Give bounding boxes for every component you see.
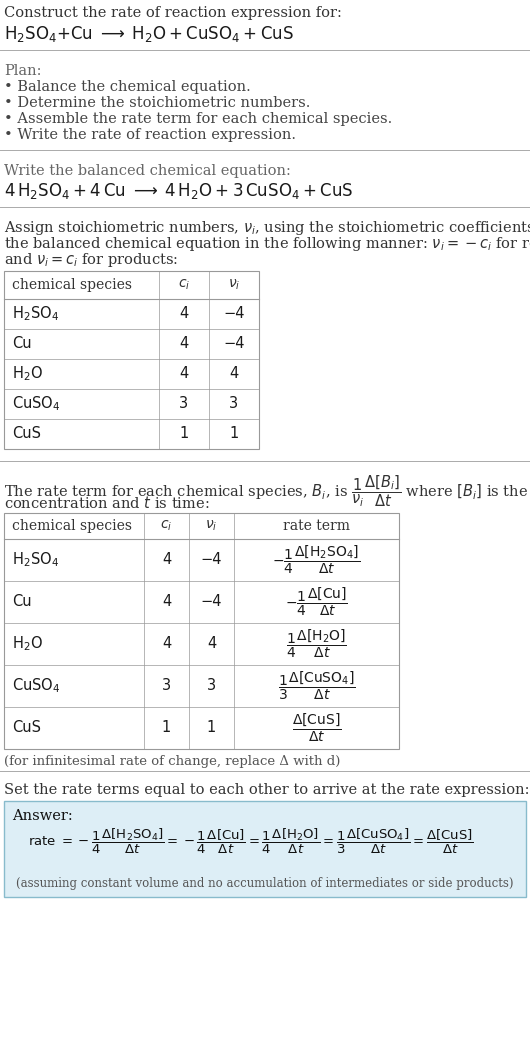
Text: Write the balanced chemical equation:: Write the balanced chemical equation: [4, 164, 291, 178]
Text: Construct the rate of reaction expression for:: Construct the rate of reaction expressio… [4, 6, 342, 20]
Text: Plan:: Plan: [4, 64, 41, 78]
Text: rate $= -\dfrac{1}{4}\dfrac{\Delta[\mathrm{H_2SO_4}]}{\Delta t} = -\dfrac{1}{4}\: rate $= -\dfrac{1}{4}\dfrac{\Delta[\math… [28, 827, 474, 857]
Text: 1: 1 [162, 720, 171, 736]
Text: (for infinitesimal rate of change, replace Δ with d): (for infinitesimal rate of change, repla… [4, 755, 340, 768]
Text: $\dfrac{1}{4}\dfrac{\Delta[\mathrm{H_2O}]}{\Delta t}$: $\dfrac{1}{4}\dfrac{\Delta[\mathrm{H_2O}… [286, 628, 347, 661]
Text: $\mathregular{H_2O}$: $\mathregular{H_2O}$ [12, 635, 43, 653]
Text: rate term: rate term [283, 519, 350, 534]
Text: and $\nu_i = c_i$ for products:: and $\nu_i = c_i$ for products: [4, 251, 178, 269]
Text: 1: 1 [179, 426, 189, 442]
Text: $\nu_i$: $\nu_i$ [205, 519, 218, 534]
Text: 4: 4 [179, 367, 189, 381]
Text: $\nu_i$: $\nu_i$ [228, 278, 240, 292]
Text: $\mathregular{H_2SO_4}$: $\mathregular{H_2SO_4}$ [12, 304, 59, 323]
Text: concentration and $t$ is time:: concentration and $t$ is time: [4, 495, 209, 511]
Text: (assuming constant volume and no accumulation of intermediates or side products): (assuming constant volume and no accumul… [16, 877, 514, 890]
Text: CuS: CuS [12, 720, 41, 736]
Text: 4: 4 [179, 337, 189, 351]
Text: $-\dfrac{1}{4}\dfrac{\Delta[\mathrm{H_2SO_4}]}{\Delta t}$: $-\dfrac{1}{4}\dfrac{\Delta[\mathrm{H_2S… [272, 544, 360, 576]
Text: • Balance the chemical equation.: • Balance the chemical equation. [4, 80, 251, 94]
Text: the balanced chemical equation in the following manner: $\nu_i = -c_i$ for react: the balanced chemical equation in the fo… [4, 235, 530, 253]
Text: 4: 4 [179, 306, 189, 322]
Text: CuS: CuS [12, 426, 41, 442]
Text: $\dfrac{\Delta[\mathrm{CuS}]}{\Delta t}$: $\dfrac{\Delta[\mathrm{CuS}]}{\Delta t}$ [292, 712, 341, 744]
Text: $\mathregular{CuSO_4}$: $\mathregular{CuSO_4}$ [12, 676, 60, 695]
Text: 4: 4 [207, 637, 216, 651]
Text: 3: 3 [229, 397, 239, 412]
Text: −4: −4 [201, 595, 222, 610]
Text: $\mathregular{H_2O}$: $\mathregular{H_2O}$ [12, 365, 43, 383]
Text: −4: −4 [201, 552, 222, 568]
Text: $\mathregular{4\,H_2SO_4+4\,Cu\;\longrightarrow\;4\,H_2O+3\,CuSO_4+CuS}$: $\mathregular{4\,H_2SO_4+4\,Cu\;\longrig… [4, 181, 354, 201]
Text: 4: 4 [162, 552, 171, 568]
Text: $c_i$: $c_i$ [178, 278, 190, 292]
Text: $c_i$: $c_i$ [161, 519, 173, 534]
Text: 4: 4 [162, 637, 171, 651]
Text: • Write the rate of reaction expression.: • Write the rate of reaction expression. [4, 128, 296, 142]
Text: $\mathregular{H_2SO_4}$$\mathregular{+Cu\;\longrightarrow\;H_2O+CuSO_4+CuS}$: $\mathregular{H_2SO_4}$$\mathregular{+Cu… [4, 24, 294, 44]
Bar [4, 513, 399, 749]
Text: 1: 1 [229, 426, 239, 442]
Text: 4: 4 [162, 595, 171, 610]
Text: −4: −4 [223, 306, 245, 322]
Text: chemical species: chemical species [12, 278, 132, 292]
Text: • Determine the stoichiometric numbers.: • Determine the stoichiometric numbers. [4, 96, 311, 110]
Text: $\dfrac{1}{3}\dfrac{\Delta[\mathrm{CuSO_4}]}{\Delta t}$: $\dfrac{1}{3}\dfrac{\Delta[\mathrm{CuSO_… [278, 670, 356, 702]
Bar [4, 271, 259, 449]
Text: 1: 1 [207, 720, 216, 736]
Text: Assign stoichiometric numbers, $\nu_i$, using the stoichiometric coefficients, $: Assign stoichiometric numbers, $\nu_i$, … [4, 219, 530, 237]
Text: 3: 3 [162, 678, 171, 694]
Text: • Assemble the rate term for each chemical species.: • Assemble the rate term for each chemic… [4, 111, 392, 126]
Text: Set the rate terms equal to each other to arrive at the rate expression:: Set the rate terms equal to each other t… [4, 783, 529, 797]
Text: $\mathregular{H_2SO_4}$: $\mathregular{H_2SO_4}$ [12, 550, 59, 569]
Text: Answer:: Answer: [12, 809, 73, 823]
Text: 3: 3 [207, 678, 216, 694]
Text: $\mathregular{CuSO_4}$: $\mathregular{CuSO_4}$ [12, 395, 60, 414]
FancyBboxPatch shape [4, 801, 526, 897]
Text: 3: 3 [180, 397, 189, 412]
Text: The rate term for each chemical species, $B_i$, is $\dfrac{1}{\nu_i}\dfrac{\Delt: The rate term for each chemical species,… [4, 473, 530, 508]
Text: 4: 4 [229, 367, 239, 381]
Text: −4: −4 [223, 337, 245, 351]
Text: $-\dfrac{1}{4}\dfrac{\Delta[\mathrm{Cu}]}{\Delta t}$: $-\dfrac{1}{4}\dfrac{\Delta[\mathrm{Cu}]… [285, 586, 348, 618]
Text: chemical species: chemical species [12, 519, 132, 534]
Text: Cu: Cu [12, 337, 32, 351]
Text: Cu: Cu [12, 595, 32, 610]
